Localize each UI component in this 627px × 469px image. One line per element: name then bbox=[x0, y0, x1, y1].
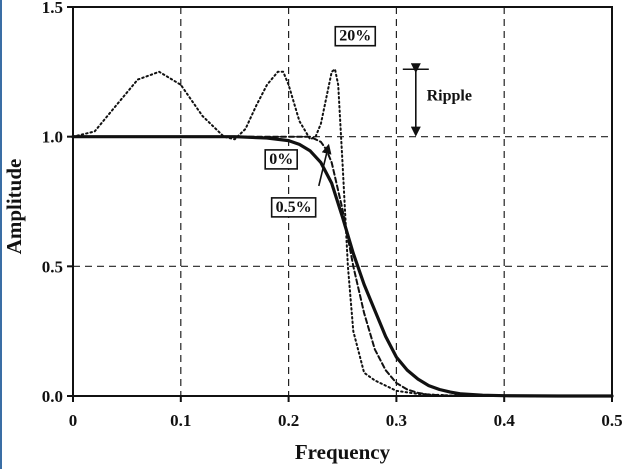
annotation-20-text: 20% bbox=[339, 28, 371, 45]
annotations: 20% Ripple 0% 0.5% bbox=[264, 25, 472, 218]
y-axis: 0.0 0.5 1.0 1.5 bbox=[42, 0, 73, 406]
series-line-0pct bbox=[71, 135, 614, 398]
y-axis-title: Amplitude bbox=[2, 159, 26, 255]
grid bbox=[73, 7, 612, 396]
series-line-20pct bbox=[72, 68, 613, 397]
x-tick-label: 0.2 bbox=[278, 411, 299, 430]
annotation-0-5: 0.5% bbox=[270, 197, 317, 218]
x-tick-label: 0.3 bbox=[386, 411, 407, 430]
annotation-0-5-text: 0.5% bbox=[276, 199, 312, 216]
y-tick-label: 1.5 bbox=[42, 0, 63, 17]
annotation-ripple-text: Ripple bbox=[427, 87, 472, 104]
y-tick-label: 0.5 bbox=[42, 257, 63, 276]
x-tick-label: 0.4 bbox=[494, 411, 516, 430]
plot-frame bbox=[72, 6, 613, 397]
x-tick-label: 0.1 bbox=[170, 411, 191, 430]
x-tick-label: 0 bbox=[69, 411, 78, 430]
annotation-20-box bbox=[334, 25, 377, 47]
x-axis-title: Frequency bbox=[295, 440, 391, 464]
annotation-ripple: Ripple bbox=[427, 87, 472, 104]
y-tick-label: 0.0 bbox=[42, 387, 63, 406]
annotation-20: 20% bbox=[334, 25, 377, 47]
annotation-0-text: 0% bbox=[269, 151, 293, 168]
annotation-0: 0% bbox=[264, 149, 298, 170]
page-edge-accent bbox=[0, 0, 2, 469]
series-line-0-5pct bbox=[72, 135, 613, 397]
x-axis: 0 0.1 0.2 0.3 0.4 0.5 bbox=[69, 396, 623, 430]
x-tick-label: 0.5 bbox=[601, 411, 622, 430]
annotation-0-5-box bbox=[270, 197, 317, 218]
annotation-0-box bbox=[264, 149, 298, 170]
curves bbox=[71, 68, 614, 398]
y-tick-label: 1.0 bbox=[42, 128, 63, 147]
callout-arrow bbox=[318, 143, 332, 187]
